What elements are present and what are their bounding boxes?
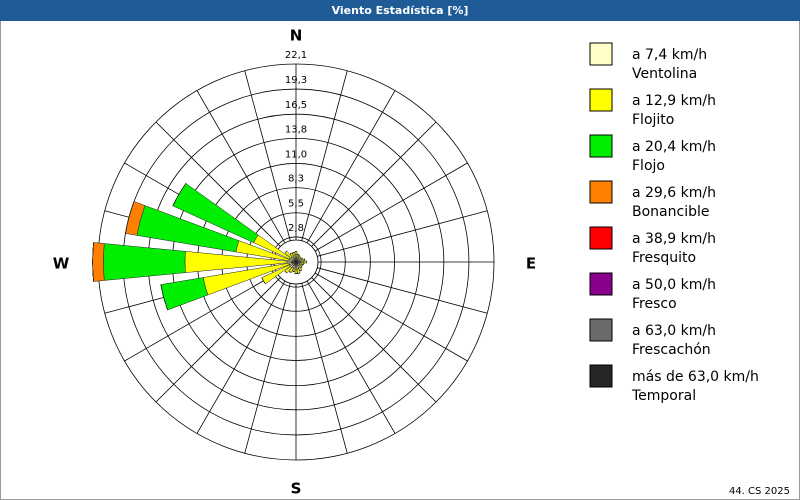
r-tick-label: 16,5	[285, 100, 307, 111]
chart-title: Viento Estadística [%]	[332, 4, 469, 17]
compass-label: N	[290, 27, 303, 45]
footer: 44. CS 2025	[729, 486, 790, 497]
spoke	[244, 283, 291, 454]
legend-label: a 7,4 km/h	[632, 47, 707, 63]
legend-label: a 12,9 km/h	[632, 93, 716, 109]
wedge	[92, 242, 105, 282]
wedge	[172, 183, 187, 207]
spoke	[124, 272, 278, 362]
spoke	[306, 280, 396, 434]
legend-description: Fresco	[632, 296, 677, 312]
legend-description: Temporal	[631, 388, 696, 404]
legend-label: a 50,0 km/h	[632, 277, 716, 293]
wedge	[299, 269, 302, 272]
spoke	[314, 162, 468, 252]
legend-label: a 38,9 km/h	[632, 231, 716, 247]
spoke	[244, 70, 291, 241]
wedge	[301, 264, 303, 267]
legend-label: a 20,4 km/h	[632, 139, 716, 155]
r-tick-label: 19,3	[285, 75, 307, 86]
spoke	[155, 277, 281, 403]
wedge	[290, 252, 293, 255]
legend-description: Ventolina	[632, 66, 697, 82]
r-tick-label: 8,3	[288, 174, 304, 185]
legend-swatch	[589, 364, 613, 388]
spoke	[311, 277, 437, 403]
spoke	[317, 267, 488, 314]
spoke	[306, 90, 396, 244]
spoke	[196, 90, 286, 244]
compass-label: W	[53, 255, 70, 273]
r-tick-label: 5,5	[288, 199, 304, 210]
legend-swatch	[589, 42, 613, 66]
wedge	[298, 255, 301, 257]
wedge	[302, 260, 308, 264]
legend-description: Fresquito	[632, 250, 696, 266]
wedge	[289, 271, 292, 273]
wedge	[299, 256, 302, 259]
legend-swatch	[589, 180, 613, 204]
compass-label: E	[526, 255, 536, 273]
spoke	[301, 70, 348, 241]
legend-swatch	[589, 318, 613, 342]
spoke	[155, 121, 281, 247]
r-tick-label: 13,8	[285, 124, 307, 135]
spoke	[314, 272, 468, 362]
legend-swatch	[589, 134, 613, 158]
legend-description: Flojito	[632, 112, 674, 128]
spoke	[311, 121, 437, 247]
r-tick-label: 22,1	[285, 50, 307, 61]
wedge	[294, 268, 298, 274]
spoke	[317, 210, 488, 257]
legend-description: Flojo	[632, 158, 665, 174]
wedge	[284, 270, 288, 274]
wedge	[294, 250, 298, 256]
legend-swatch	[589, 88, 613, 112]
r-tick-label: 2,8	[288, 223, 304, 234]
legend-description: Frescachón	[632, 342, 711, 358]
r-tick-label: 11,0	[285, 149, 307, 160]
legend-label: a 63,0 km/h	[632, 323, 716, 339]
compass-label: S	[291, 480, 302, 498]
title-bar	[0, 0, 800, 21]
spoke	[196, 280, 286, 434]
legend-swatch	[589, 226, 613, 250]
legend-label: a 29,6 km/h	[632, 185, 716, 201]
wedge	[284, 250, 288, 254]
legend-label: más de 63,0 km/h	[632, 369, 759, 385]
legend-description: Bonancible	[632, 204, 709, 220]
legend-swatch	[589, 272, 613, 296]
spoke	[301, 283, 348, 454]
